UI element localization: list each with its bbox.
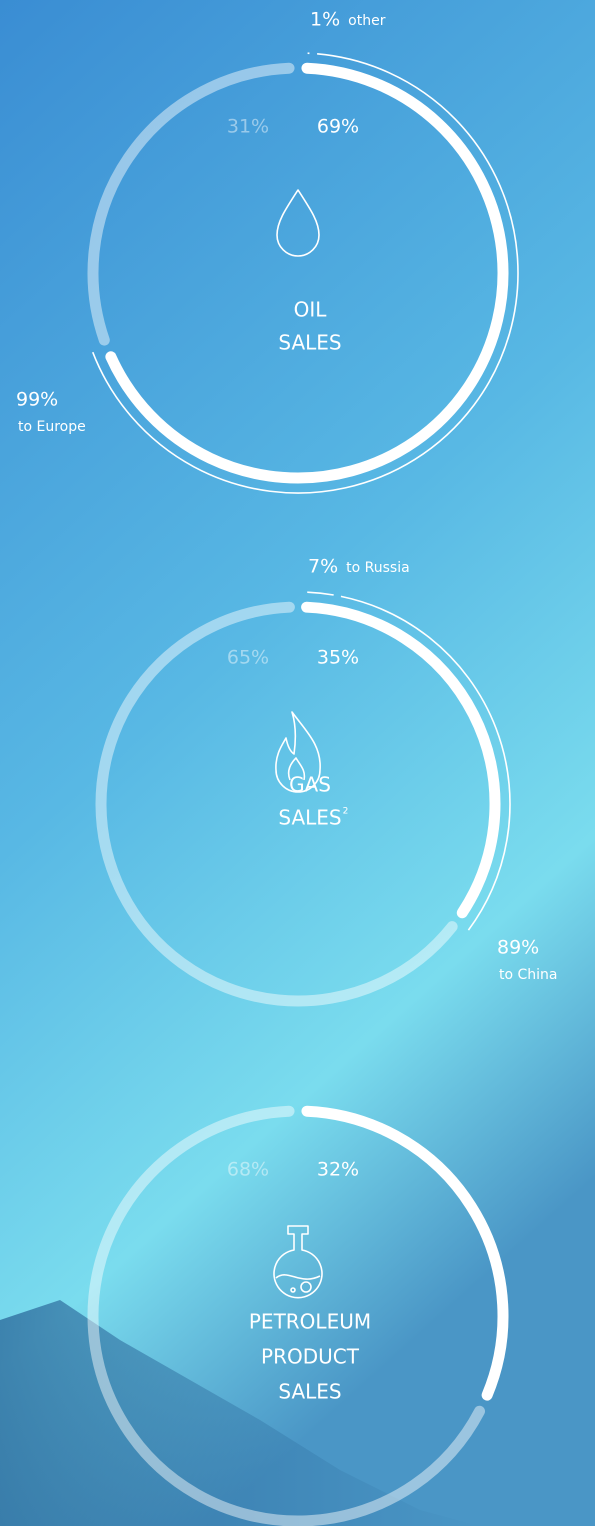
breakdown-label: to Russia [346,560,410,576]
breakdown-value: 7% [308,556,338,578]
chart-title: OIL [294,298,328,322]
chart-title: SALES [278,806,341,830]
chart-title: GAS [289,773,331,797]
infographic: 69% 31% OIL SALES 1% other 99% to Europe 35% 65% G… [0,0,595,1526]
chart-title: PETROLEUM [249,1310,371,1334]
footnote-mark: 2 [343,807,349,817]
value-label: 65% [227,647,269,669]
breakdown-value: 89% [497,937,539,959]
value-label: 68% [227,1159,269,1181]
value-label: 32% [317,1159,359,1181]
value-label: 31% [227,116,269,138]
breakdown-value: 99% [16,389,58,411]
value-label: 35% [317,647,359,669]
breakdown-label: other [348,13,386,29]
page: 69% 31% OIL SALES 1% other 99% to Europe 35% 65% G… [0,0,595,1526]
chart-title: PRODUCT [261,1345,360,1369]
value-label: 69% [317,116,359,138]
breakdown-label: to Europe [18,419,86,435]
chart-title: SALES [278,1380,341,1404]
breakdown-value: 1% [310,9,340,31]
breakdown-label: to China [499,967,558,983]
chart-title: SALES [278,331,341,355]
